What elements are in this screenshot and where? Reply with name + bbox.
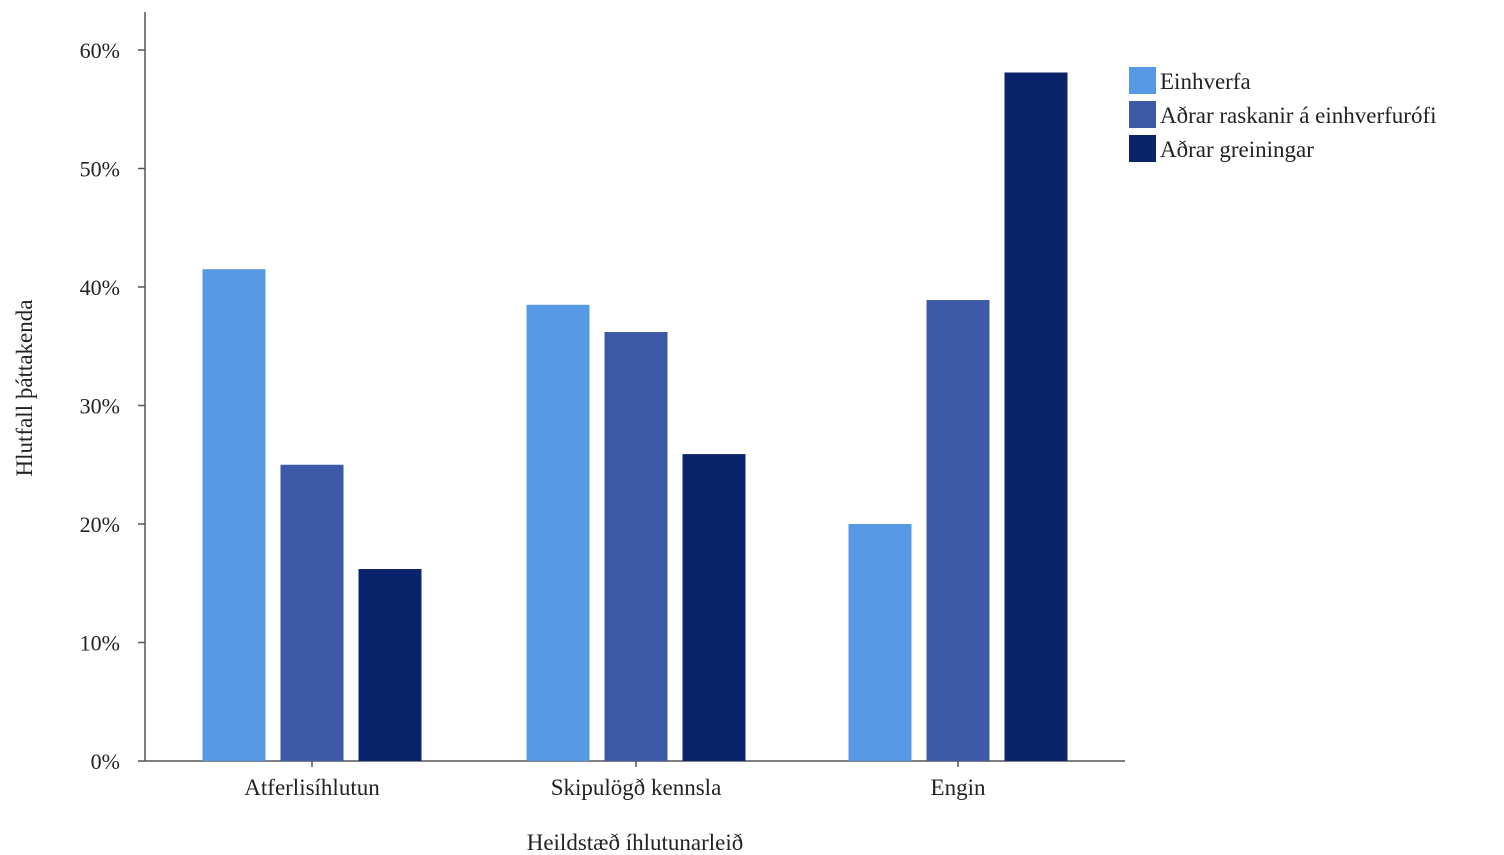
y-tick-label: 60%	[80, 38, 120, 63]
legend-label: Aðrar greiningar	[1160, 137, 1314, 162]
y-tick-label: 0%	[91, 749, 120, 774]
legend-swatch	[1129, 67, 1156, 94]
bar-1-1	[202, 269, 266, 761]
y-axis: 0% 10% 20% 30% 40% 50% 60%	[80, 12, 146, 774]
legend-label: Einhverfa	[1160, 69, 1251, 94]
y-tick-label: 10%	[80, 631, 120, 656]
bar-2-3	[926, 300, 990, 761]
legend-swatch	[1129, 135, 1156, 162]
bar-3-2	[682, 454, 746, 761]
y-tick-label: 20%	[80, 512, 120, 537]
y-tick-label: 40%	[80, 275, 120, 300]
y-axis-title: Hlutfall þáttakenda	[12, 300, 37, 477]
y-tick-label: 50%	[80, 157, 120, 182]
legend-label: Aðrar raskanir á einhverfurófi	[1160, 103, 1437, 128]
x-tick-label: Engin	[931, 775, 986, 800]
legend: Einhverfa Aðrar raskanir á einhverfurófi A…	[1129, 67, 1437, 162]
x-tick-label: Atferlisíhlutun	[244, 775, 380, 800]
bar-1-3	[848, 524, 912, 761]
bars	[202, 72, 1068, 761]
x-axis-title: Heildstæð íhlutunarleið	[527, 830, 744, 855]
bar-1-2	[526, 304, 590, 761]
y-tick-label: 30%	[80, 394, 120, 419]
legend-swatch	[1129, 101, 1156, 128]
bar-2-1	[280, 464, 344, 761]
x-tick-label: Skipulögð kennsla	[551, 775, 722, 800]
bar-3-3	[1004, 72, 1068, 761]
bar-2-2	[604, 332, 668, 761]
bar-3-1	[358, 569, 422, 761]
x-axis: Atferlisíhlutun Skipulögð kennsla Engin	[145, 760, 1125, 800]
